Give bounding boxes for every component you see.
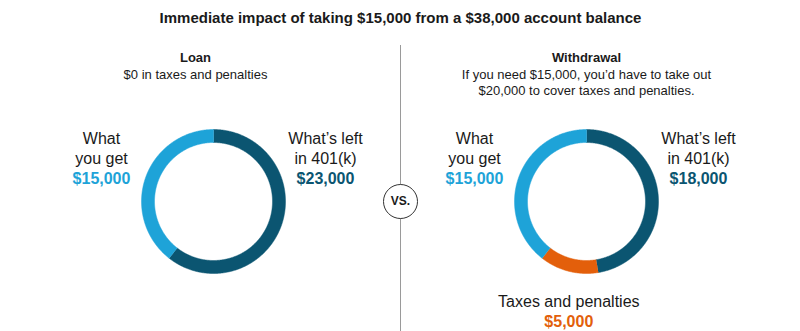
svg-text:If you need $15,000, you’d hav: If you need $15,000, you’d have to take … <box>462 67 712 98</box>
svg-text:What’s leftin 401(k): What’s leftin 401(k) <box>661 130 736 167</box>
svg-text:$15,000: $15,000 <box>446 170 504 187</box>
svg-text:$23,000: $23,000 <box>297 170 355 187</box>
svg-text:Whatyou get: Whatyou get <box>75 130 128 167</box>
svg-text:Withdrawal: Withdrawal <box>552 50 621 65</box>
svg-text:What’s leftin 401(k): What’s leftin 401(k) <box>288 130 363 167</box>
svg-text:$5,000: $5,000 <box>544 313 593 330</box>
svg-text:Immediate impact of taking $15: Immediate impact of taking $15,000 from … <box>160 9 642 26</box>
svg-text:Whatyou get: Whatyou get <box>448 130 501 167</box>
svg-text:$18,000: $18,000 <box>670 170 728 187</box>
svg-text:VS.: VS. <box>391 194 410 208</box>
svg-text:$0 in taxes and penalties: $0 in taxes and penalties <box>124 67 268 82</box>
svg-text:Taxes and penalties: Taxes and penalties <box>498 293 639 310</box>
svg-text:$15,000: $15,000 <box>73 170 131 187</box>
svg-text:Loan: Loan <box>180 50 211 65</box>
